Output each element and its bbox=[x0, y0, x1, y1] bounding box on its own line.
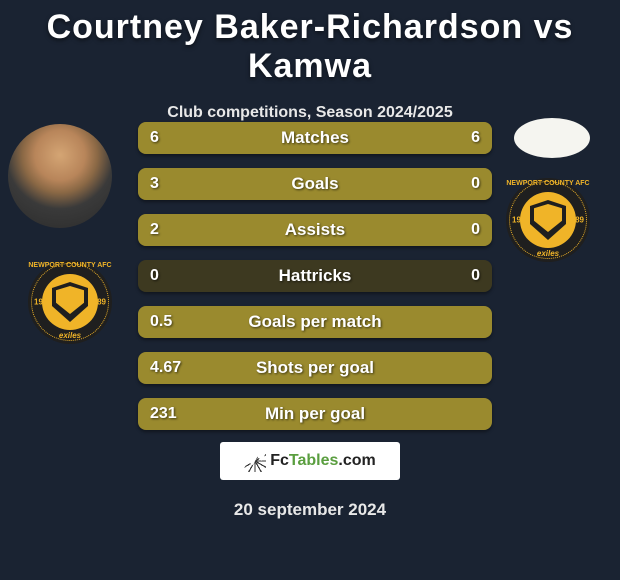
shield-icon bbox=[530, 200, 566, 240]
stat-row: 3 Goals 0 bbox=[138, 168, 492, 200]
badge-name-bottom: exiles bbox=[28, 331, 112, 340]
stat-row: 6 Matches 6 bbox=[138, 122, 492, 154]
player-right-avatar bbox=[514, 118, 590, 158]
stat-value-left: 2 bbox=[150, 221, 159, 239]
club-badge-left: NEWPORT COUNTY AFC 1912 1989 exiles bbox=[28, 260, 112, 344]
stat-value-left: 6 bbox=[150, 129, 159, 147]
player-left-avatar bbox=[8, 124, 112, 228]
badge-name-bottom: exiles bbox=[506, 249, 590, 258]
stat-label: Goals bbox=[291, 174, 338, 194]
stat-label: Min per goal bbox=[265, 404, 365, 424]
chart-icon bbox=[244, 450, 266, 472]
stat-value-right: 0 bbox=[471, 267, 480, 285]
club-badge-right: NEWPORT COUNTY AFC 1912 1989 exiles bbox=[506, 178, 590, 262]
stat-label: Assists bbox=[285, 220, 345, 240]
stat-value-left: 0 bbox=[150, 267, 159, 285]
stat-label: Hattricks bbox=[279, 266, 352, 286]
stat-value-right: 6 bbox=[471, 129, 480, 147]
page-subtitle: Club competitions, Season 2024/2025 bbox=[0, 104, 620, 122]
stat-value-left: 231 bbox=[150, 405, 177, 423]
stat-row: 0 Hattricks 0 bbox=[138, 260, 492, 292]
stat-row: 2 Assists 0 bbox=[138, 214, 492, 246]
stat-value-left: 4.67 bbox=[150, 359, 181, 377]
logo-text: FcTables.com bbox=[270, 452, 376, 470]
page-title: Courtney Baker-Richardson vs Kamwa bbox=[0, 0, 620, 86]
badge-name-top: NEWPORT COUNTY AFC bbox=[506, 180, 590, 187]
stat-value-left: 3 bbox=[150, 175, 159, 193]
stat-label: Goals per match bbox=[248, 312, 381, 332]
stat-label: Shots per goal bbox=[256, 358, 374, 378]
stat-row: 0.5 Goals per match bbox=[138, 306, 492, 338]
stats-container: 6 Matches 6 3 Goals 0 2 Assists 0 0 Hattricks 0 0.5 G… bbox=[138, 122, 492, 444]
stat-row: 4.67 Shots per goal bbox=[138, 352, 492, 384]
stat-label: Matches bbox=[281, 128, 349, 148]
stat-row: 231 Min per goal bbox=[138, 398, 492, 430]
logo-brand-left: Fc bbox=[270, 452, 289, 469]
logo-brand-right: Tables bbox=[289, 452, 339, 469]
stat-value-right: 0 bbox=[471, 221, 480, 239]
logo-suffix: .com bbox=[338, 452, 375, 469]
stat-value-left: 0.5 bbox=[150, 313, 172, 331]
page-date: 20 september 2024 bbox=[0, 500, 620, 520]
badge-name-top: NEWPORT COUNTY AFC bbox=[28, 262, 112, 269]
shield-icon bbox=[52, 282, 88, 322]
site-logo: FcTables.com bbox=[220, 442, 400, 480]
stat-value-right: 0 bbox=[471, 175, 480, 193]
